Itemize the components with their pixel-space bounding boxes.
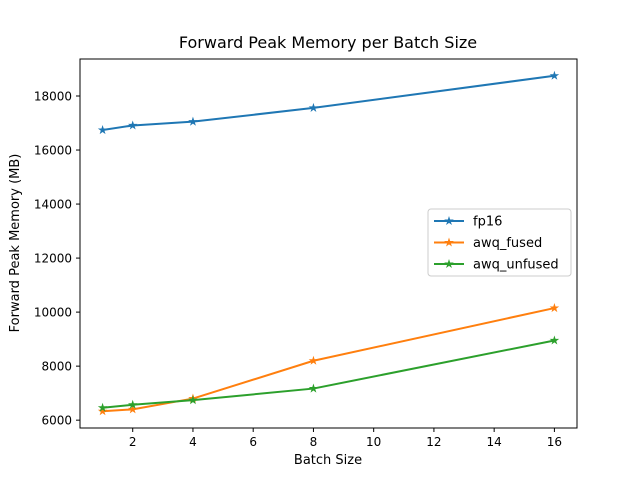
y-tick-label: 16000	[34, 144, 72, 158]
series-marker-awq_unfused	[188, 395, 198, 405]
series-marker-fp16	[308, 102, 319, 112]
series-marker-awq_unfused	[308, 383, 319, 393]
x-tick-label: 2	[129, 435, 137, 449]
series-line-fp16	[101, 74, 556, 132]
legend-box	[427, 208, 572, 277]
series-marker-awq_fused	[127, 404, 138, 414]
y-tick-label: 10000	[34, 306, 72, 320]
legend-marker-sample	[444, 259, 454, 269]
series-marker-awq_unfused	[97, 402, 108, 412]
y-tick-label: 8000	[41, 360, 72, 374]
y-tick-label: 6000	[41, 414, 72, 428]
series-marker-awq_unfused	[549, 335, 560, 345]
series-marker-awq_fused	[308, 355, 319, 365]
y-tick-label: 12000	[34, 252, 72, 266]
series-marker-fp16	[127, 120, 138, 130]
x-tick-label: 6	[249, 435, 257, 449]
chart-title: Forward Peak Memory per Batch Size	[179, 33, 477, 52]
x-axis-label: Batch Size	[294, 453, 362, 468]
x-tick-label: 12	[426, 435, 441, 449]
x-tick-label: 10	[366, 435, 381, 449]
legend-marker-sample	[444, 237, 454, 247]
plot-area: 2 4 6 8 10 12 14 16 6000 8000 10000 12000 14000 16000…	[34, 58, 578, 449]
y-tick-label: 14000	[34, 198, 72, 212]
x-tick-label: 14	[487, 435, 502, 449]
x-tick-label: 8	[310, 435, 318, 449]
legend-label: awq_fused	[473, 236, 542, 251]
legend-marker-sample	[444, 216, 454, 226]
series-marker-fp16	[97, 125, 108, 135]
series-marker-awq_fused	[97, 406, 108, 416]
x-tick-label: 16	[547, 435, 562, 449]
series-line-awq_fused	[101, 307, 556, 413]
series-marker-fp16	[188, 116, 198, 126]
legend-label: awq_unfused	[473, 258, 559, 273]
x-tick-label: 4	[189, 435, 197, 449]
series-marker-fp16	[549, 70, 560, 80]
series-marker-awq_unfused	[127, 399, 138, 409]
y-axis-label: Forward Peak Memory (MB)	[8, 154, 23, 333]
legend-label: fp16	[473, 215, 502, 230]
y-tick-label: 18000	[34, 90, 72, 104]
axes-frame	[79, 58, 578, 429]
series-line-awq_unfused	[101, 339, 556, 409]
series-marker-awq_fused	[549, 303, 560, 313]
